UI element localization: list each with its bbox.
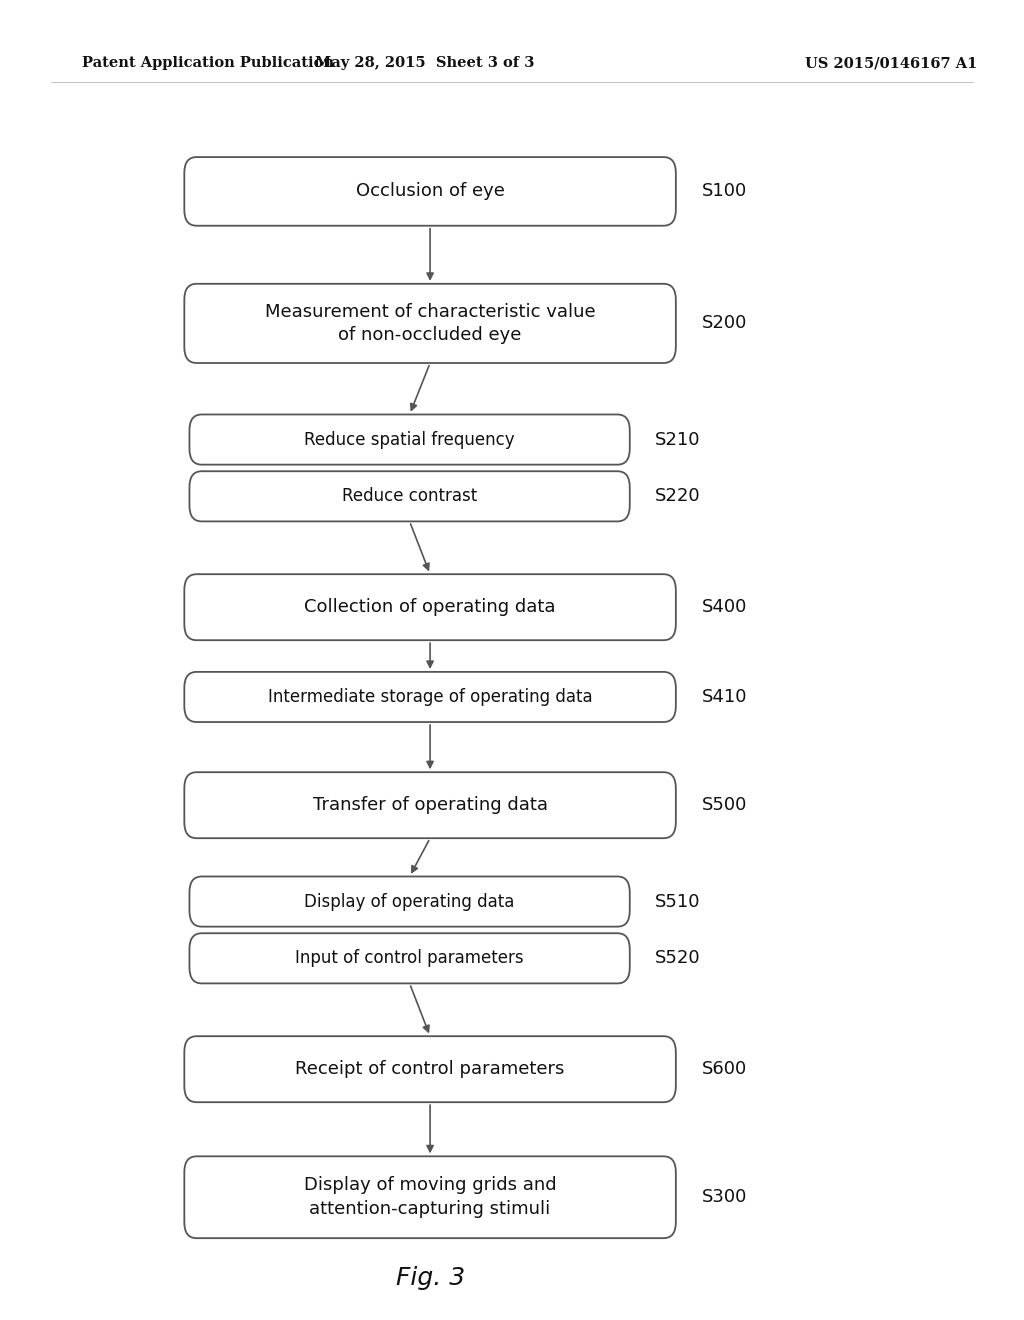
Text: Intermediate storage of operating data: Intermediate storage of operating data [267,688,593,706]
Text: Reduce spatial frequency: Reduce spatial frequency [304,430,515,449]
Text: May 28, 2015  Sheet 3 of 3: May 28, 2015 Sheet 3 of 3 [315,57,535,70]
Text: S220: S220 [655,487,701,506]
Text: S410: S410 [701,688,746,706]
Text: Input of control parameters: Input of control parameters [295,949,524,968]
Text: S300: S300 [701,1188,746,1206]
Text: Transfer of operating data: Transfer of operating data [312,796,548,814]
Text: Fig. 3: Fig. 3 [395,1266,465,1290]
Text: S520: S520 [655,949,701,968]
Text: US 2015/0146167 A1: US 2015/0146167 A1 [805,57,977,70]
Text: S400: S400 [701,598,746,616]
FancyBboxPatch shape [189,471,630,521]
FancyBboxPatch shape [184,574,676,640]
Text: S500: S500 [701,796,746,814]
Text: S200: S200 [701,314,746,333]
Text: Receipt of control parameters: Receipt of control parameters [295,1060,565,1078]
FancyBboxPatch shape [189,876,630,927]
FancyBboxPatch shape [184,1036,676,1102]
Text: S510: S510 [655,892,700,911]
FancyBboxPatch shape [189,933,630,983]
FancyBboxPatch shape [184,672,676,722]
FancyBboxPatch shape [184,157,676,226]
Text: S210: S210 [655,430,700,449]
Text: Collection of operating data: Collection of operating data [304,598,556,616]
FancyBboxPatch shape [184,772,676,838]
Text: Measurement of characteristic value
of non-occluded eye: Measurement of characteristic value of n… [265,302,595,345]
FancyBboxPatch shape [184,1156,676,1238]
Text: Patent Application Publication: Patent Application Publication [82,57,334,70]
Text: S100: S100 [701,182,746,201]
FancyBboxPatch shape [189,414,630,465]
Text: Display of operating data: Display of operating data [304,892,515,911]
Text: S600: S600 [701,1060,746,1078]
Text: Occlusion of eye: Occlusion of eye [355,182,505,201]
Text: Reduce contrast: Reduce contrast [342,487,477,506]
FancyBboxPatch shape [184,284,676,363]
Text: Display of moving grids and
attention-capturing stimuli: Display of moving grids and attention-ca… [304,1176,556,1218]
